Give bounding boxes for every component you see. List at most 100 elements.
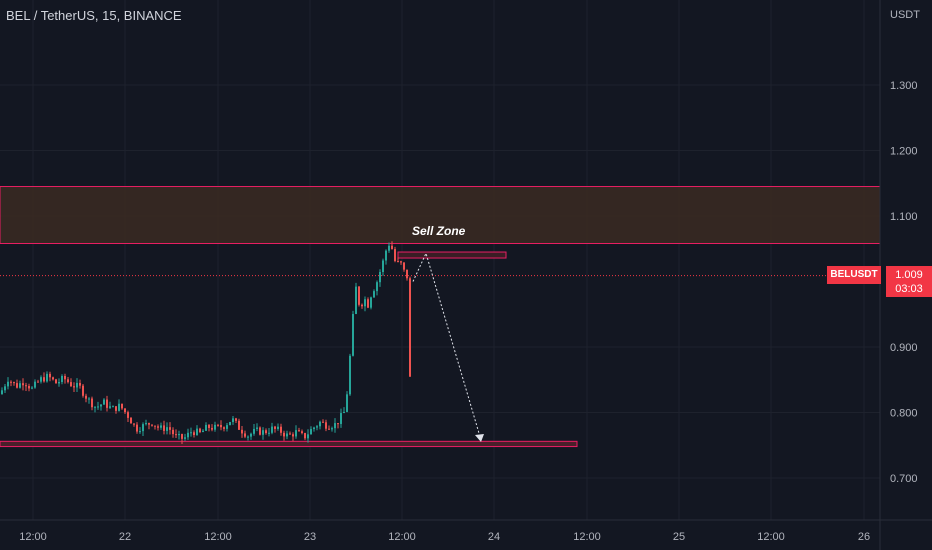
candle-body [403,262,405,270]
candle-body [367,299,369,308]
candle-body [94,406,96,408]
candle-body [262,430,264,435]
y-axis[interactable]: 1.300 1.200 1.100 0.900 0.800 0.700 [890,80,918,485]
candle-body [40,377,42,382]
candle-body [130,417,132,424]
candle-body [241,429,243,434]
candle-body [217,424,219,426]
candle-body [151,424,153,426]
candle-body [244,433,246,437]
candle-body [205,424,207,431]
candle-body [142,424,144,432]
candle-body [271,426,273,433]
candle-body [301,431,303,434]
candle-body [211,427,213,430]
candle-body [253,428,255,434]
candle-body [235,418,237,421]
candle-body [46,373,48,382]
candle-body [127,412,129,418]
symbol-title: BEL / TetherUS, 15, BINANCE [6,8,182,23]
candle-body [76,382,78,388]
currency-label: USDT [890,9,920,21]
x-tick-label: 12:00 [204,531,232,543]
candle-body [214,424,216,430]
support-zone[interactable] [0,440,578,448]
y-tick-label: 1.200 [890,146,918,158]
candle-body [349,355,351,395]
x-tick-label: 12:00 [388,531,416,543]
candle-body [172,429,174,435]
last-price-badge: 1.009 03:03 [886,266,932,297]
candle-body [133,423,135,425]
sell-zone-label: Sell Zone [412,224,466,238]
candle-body [16,383,18,388]
x-tick-label: 23 [304,531,316,543]
candle-body [7,381,9,387]
candle-body [49,373,51,378]
candle-body [334,423,336,429]
candle-body [202,430,204,433]
candle-body [238,420,240,430]
grid-lines [0,0,880,520]
candle-body [136,424,138,432]
candle-body [274,426,276,429]
candle-body [406,269,408,279]
candle-body [82,385,84,396]
candle-body [139,431,141,433]
candle-body [283,432,285,437]
candle-body [250,433,252,437]
candle-body [277,426,279,429]
symbol-price-badge: BELUSDT [827,266,881,284]
candle-body [307,434,309,439]
resistance-zone[interactable] [0,186,881,245]
candle-body [409,278,411,377]
candle-body [388,245,390,251]
candle-body [166,427,168,431]
candle-body [10,381,12,383]
candle-body [106,399,108,408]
candle-body [319,421,321,427]
sell-zone-box[interactable] [397,251,507,259]
candle-body [178,434,180,436]
candle-body [223,427,225,429]
last-price-value: 1.009 [895,269,923,281]
candle-body [256,427,258,429]
candle-body [52,377,54,380]
candle-body [67,379,69,383]
candle-body [385,250,387,261]
candle-body [115,406,117,411]
candle-body [232,418,234,423]
candle-body [226,425,228,429]
candle-body [190,432,192,434]
candle-body [358,286,360,305]
candle-body [328,428,330,430]
candle-body [286,433,288,437]
candle-body [346,394,348,412]
candle-body [361,304,363,307]
x-tick-label: 26 [858,531,870,543]
candle-body [259,427,261,435]
candle-body [298,430,300,432]
candle-body [124,408,126,413]
candle-body [118,403,120,411]
candle-body [73,386,75,388]
candle-body [70,382,72,387]
candle-body [160,425,162,428]
candle-body [322,421,324,423]
candle-body [175,434,177,436]
candle-body [355,286,357,314]
candle-body [376,282,378,292]
candle-body [121,403,123,409]
candle-body [340,413,342,424]
candle-body [337,423,339,425]
y-tick-label: 1.300 [890,80,918,92]
candle-body [1,390,3,395]
candle-body [268,432,270,434]
candle-body [220,424,222,428]
x-tick-label: 25 [673,531,685,543]
candle-body [97,406,99,408]
candle-body [109,406,111,408]
projection-path[interactable] [412,251,482,441]
